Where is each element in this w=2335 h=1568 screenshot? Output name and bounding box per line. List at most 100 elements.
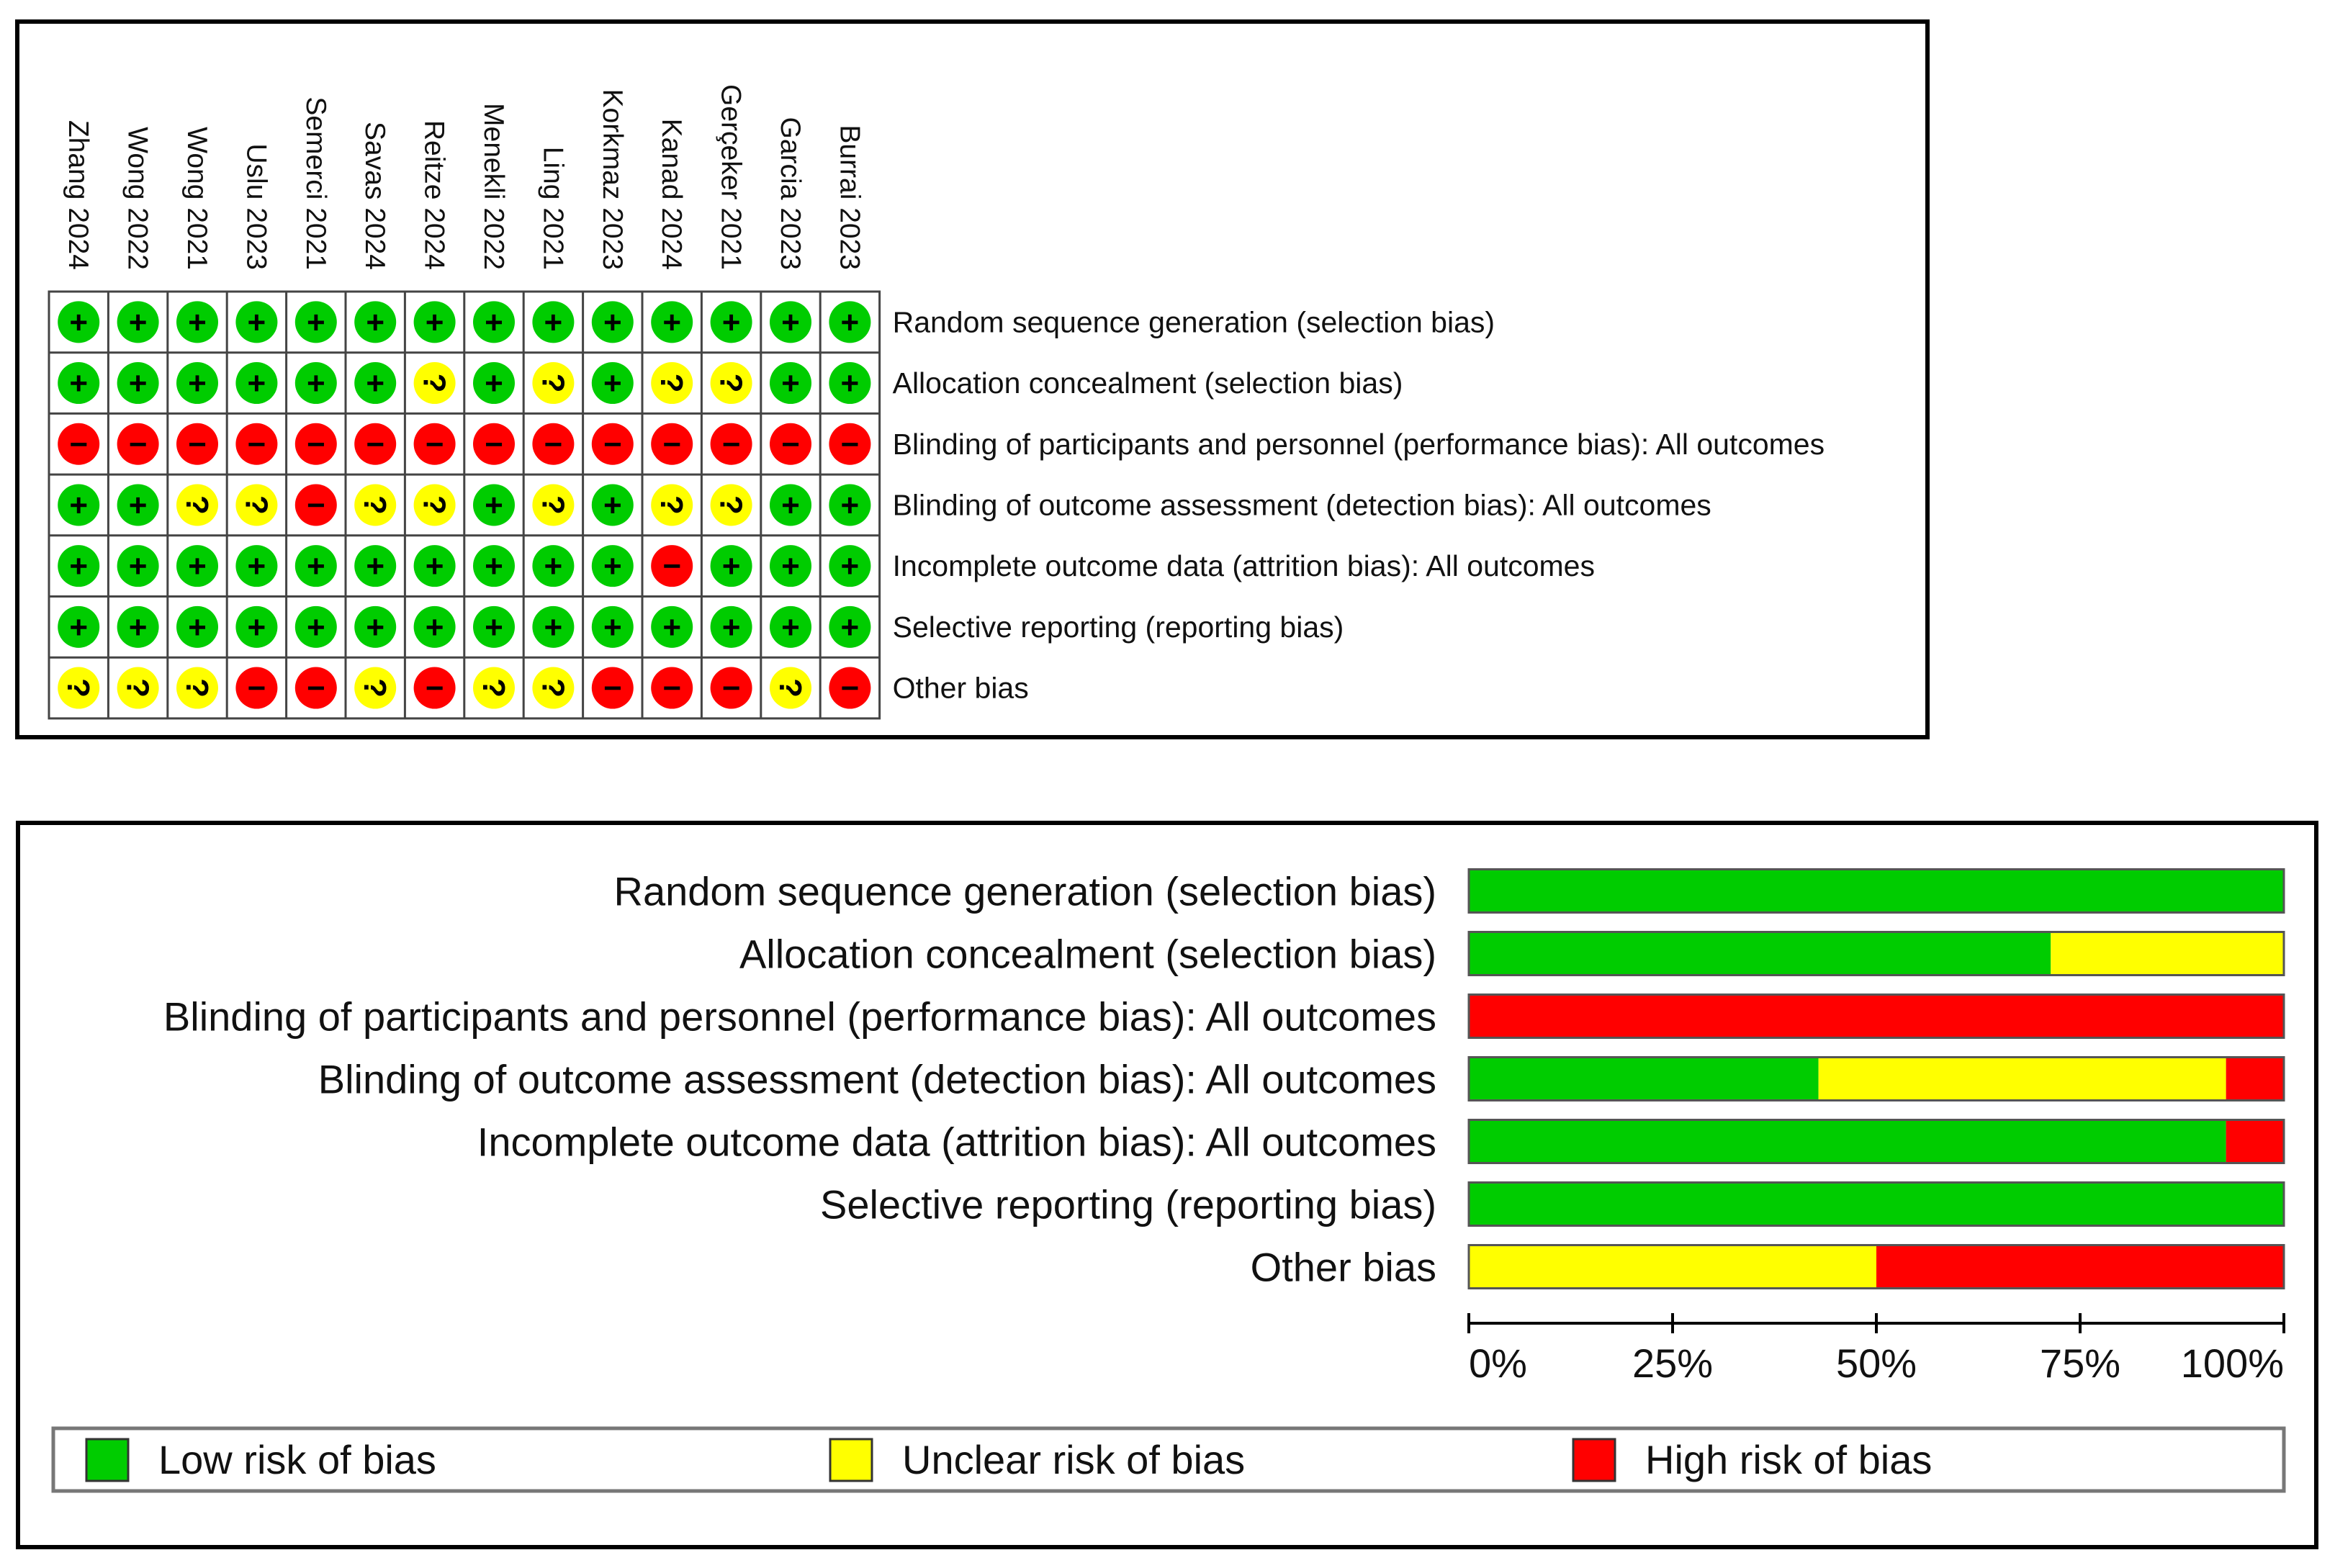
high-risk-judgement: −	[473, 423, 515, 465]
low-risk-symbol: +	[485, 549, 503, 584]
low-risk-symbol: +	[485, 487, 503, 523]
bar-outline	[1467, 1244, 2285, 1289]
low-risk-symbol: +	[603, 487, 622, 523]
low-risk-judgement: +	[651, 301, 693, 343]
high-risk-circle	[532, 423, 575, 465]
low-risk-judgement: +	[651, 605, 693, 648]
high-risk-legend-swatch	[1572, 1438, 1616, 1482]
low-risk-circle	[473, 484, 515, 526]
low-risk-symbol: +	[188, 305, 207, 340]
low-risk-circle	[829, 545, 871, 587]
bar-outline	[1467, 868, 2285, 914]
low-risk-circle	[235, 605, 278, 648]
low-risk-symbol: +	[366, 549, 384, 584]
high-risk-symbol: −	[781, 427, 800, 462]
low-risk-judgement: +	[532, 545, 575, 587]
low-risk-symbol: +	[722, 305, 741, 340]
low-risk-symbol: +	[841, 610, 860, 645]
low-risk-circle	[473, 362, 515, 405]
low-risk-judgement: +	[117, 301, 159, 343]
x-axis-tick-label: 0%	[1469, 1341, 1527, 1386]
low-risk-symbol: +	[307, 366, 325, 401]
low-risk-judgement: +	[235, 362, 278, 405]
study-label: Menekli 2022	[478, 103, 509, 270]
high-risk-judgement: −	[294, 667, 337, 709]
high-risk-judgement: −	[651, 423, 693, 465]
domain-label: Blinding of outcome assessment (detectio…	[893, 488, 1711, 521]
high-risk-symbol: −	[188, 427, 207, 462]
high-risk-circle	[294, 423, 337, 465]
low-risk-symbol: +	[366, 305, 384, 340]
unclear-risk-bar-segment	[2051, 932, 2284, 976]
low-risk-circle	[591, 605, 634, 648]
unclear-risk-judgement: ?	[770, 667, 811, 709]
unclear-risk-circle	[413, 362, 456, 405]
high-risk-judgement: −	[651, 545, 693, 587]
unclear-risk-circle	[58, 667, 100, 709]
high-risk-circle	[294, 484, 337, 526]
low-risk-circle	[294, 605, 337, 648]
unclear-risk-judgement: ?	[176, 667, 218, 709]
low-risk-symbol: +	[426, 610, 444, 645]
unclear-risk-symbol: ?	[714, 495, 749, 515]
low-risk-symbol: +	[129, 305, 148, 340]
low-risk-circle	[770, 301, 811, 343]
unclear-risk-circle	[473, 667, 515, 709]
low-risk-judgement: +	[58, 301, 100, 343]
unclear-risk-judgement: ?	[58, 667, 100, 709]
low-risk-circle	[591, 545, 634, 587]
unclear-risk-circle	[176, 667, 218, 709]
low-risk-circle	[532, 605, 575, 648]
x-axis-tick-label: 25%	[1632, 1341, 1713, 1386]
category-label: Other bias	[1251, 1245, 1436, 1290]
risk-of-bias-graph: Random sequence generation (selection bi…	[51, 868, 2286, 1493]
low-risk-symbol: +	[603, 610, 622, 645]
unclear-risk-symbol: ?	[357, 678, 392, 698]
bar-outline	[1467, 1056, 2285, 1101]
low-risk-symbol: +	[366, 366, 384, 401]
high-risk-symbol: −	[722, 671, 741, 706]
low-risk-symbol: +	[722, 610, 741, 645]
low-risk-circle	[413, 545, 456, 587]
x-axis-tick-label: 100%	[2181, 1341, 2284, 1386]
domain-label: Other bias	[893, 672, 1029, 705]
low-risk-circle	[235, 545, 278, 587]
study-label: Reitze 2024	[419, 120, 450, 270]
low-risk-circle	[117, 605, 159, 648]
high-risk-symbol: −	[307, 427, 325, 462]
unclear-risk-circle	[117, 667, 159, 709]
high-risk-judgement: −	[117, 423, 159, 465]
low-risk-judgement: +	[473, 301, 515, 343]
domain-label: Blinding of participants and personnel (…	[893, 428, 1825, 461]
low-risk-circle	[770, 545, 811, 587]
high-risk-judgement: −	[354, 423, 397, 465]
category-label: Random sequence generation (selection bi…	[614, 869, 1436, 914]
high-risk-circle	[58, 423, 100, 465]
low-risk-judgement: +	[770, 484, 811, 526]
low-risk-judgement: +	[235, 301, 278, 343]
high-risk-symbol: −	[662, 549, 681, 584]
high-risk-symbol: −	[248, 671, 266, 706]
low-risk-circle	[473, 301, 515, 343]
high-risk-circle	[354, 423, 397, 465]
high-risk-judgement: −	[770, 423, 811, 465]
low-risk-bar-segment	[1469, 932, 2051, 976]
low-risk-judgement: +	[117, 545, 159, 587]
low-risk-circle	[413, 301, 456, 343]
low-risk-symbol: +	[662, 305, 681, 340]
high-risk-circle	[473, 423, 515, 465]
unclear-risk-circle	[710, 484, 752, 526]
low-risk-circle	[710, 605, 752, 648]
low-risk-symbol: +	[841, 366, 860, 401]
low-risk-judgement: +	[58, 605, 100, 648]
high-risk-symbol: −	[841, 671, 860, 706]
low-risk-circle	[710, 301, 752, 343]
study-label: Wong 2022	[122, 127, 153, 270]
low-risk-judgement: +	[532, 301, 575, 343]
low-risk-circle	[710, 545, 752, 587]
low-risk-circle	[591, 362, 634, 405]
low-risk-circle	[117, 301, 159, 343]
unclear-risk-judgement: ?	[710, 362, 752, 405]
low-risk-symbol: +	[188, 549, 207, 584]
high-risk-symbol: −	[841, 427, 860, 462]
